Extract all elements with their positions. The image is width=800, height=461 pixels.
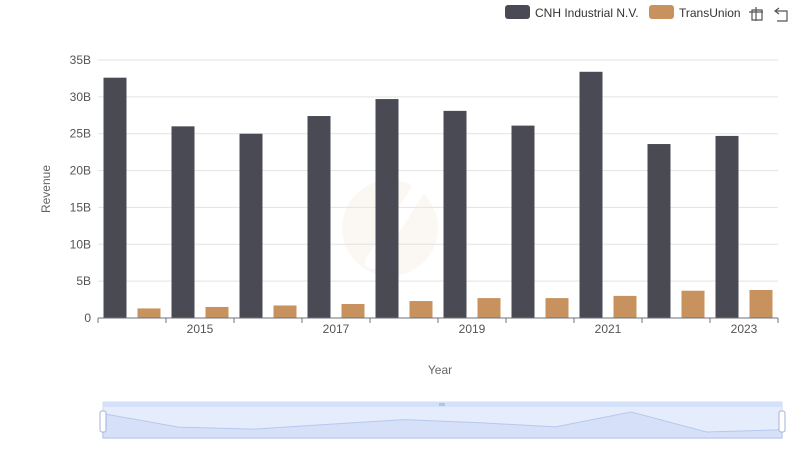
x-tick-label: 2023 [731,322,758,336]
x-tick-label: 2015 [187,322,214,336]
y-tick-label: 10B [70,237,91,251]
legend-swatch-transunion [649,5,674,19]
y-gridlines [98,59,778,282]
bar-transunion-2021[interactable] [613,295,637,318]
x-axis-title: Year [428,363,452,377]
legend-label-cnh: CNH Industrial N.V. [535,6,639,20]
y-tick-label: 0 [84,311,91,325]
bar-transunion-2018[interactable] [409,301,433,318]
data-zoom-move-handle[interactable] [439,403,445,406]
bar-transunion-2017[interactable] [341,303,365,318]
bar-cnh-2019[interactable] [443,110,467,318]
x-axis-tick-labels: 2015 2017 2019 2021 2023 [97,318,779,336]
bar-cnh-2014[interactable] [103,77,127,318]
legend-label-transunion: TransUnion [679,6,741,20]
bar-transunion-2023[interactable] [749,289,773,318]
y-tick-label: 35B [70,53,91,67]
data-zoom-selected-range[interactable] [103,407,782,438]
legend-item-cnh[interactable]: CNH Industrial N.V. [505,5,639,20]
x-tick-label: 2019 [459,322,486,336]
zoom-reset-icon[interactable] [772,4,790,22]
bar-transunion-2014[interactable] [137,308,161,318]
bar-transunion-2016[interactable] [273,305,297,318]
legend-swatch-cnh [505,5,530,19]
bar-cnh-2017[interactable] [307,116,331,318]
y-axis-tick-labels: 0 5B 10B 15B 20B 25B 30B 35B [70,53,92,325]
y-tick-label: 25B [70,127,91,141]
zoom-select-icon[interactable] [746,4,764,22]
bar-transunion-2019[interactable] [477,298,501,318]
x-tick-label: 2017 [323,322,350,336]
bar-series [103,71,773,319]
bar-cnh-2018[interactable] [375,99,399,318]
x-tick-label: 2021 [595,322,622,336]
data-zoom-right-handle[interactable] [778,410,786,433]
data-zoom-left-handle[interactable] [99,410,107,433]
bar-cnh-2021[interactable] [579,71,603,319]
y-tick-label: 15B [70,200,91,214]
y-tick-label: 5B [76,274,91,288]
legend: CNH Industrial N.V. TransUnion [505,5,741,20]
bar-cnh-2023[interactable] [715,135,739,318]
data-zoom-slider[interactable] [99,401,786,439]
bar-cnh-2020[interactable] [511,125,535,318]
bar-transunion-2020[interactable] [545,298,569,318]
y-tick-label: 20B [70,164,91,178]
bar-transunion-2015[interactable] [205,306,229,318]
bar-transunion-2022[interactable] [681,290,705,318]
bar-cnh-2016[interactable] [239,133,263,318]
legend-item-transunion[interactable]: TransUnion [649,5,741,20]
bar-cnh-2022[interactable] [647,144,671,318]
y-axis-title: Revenue [39,165,53,213]
y-tick-label: 30B [70,90,91,104]
bar-cnh-2015[interactable] [171,126,195,318]
